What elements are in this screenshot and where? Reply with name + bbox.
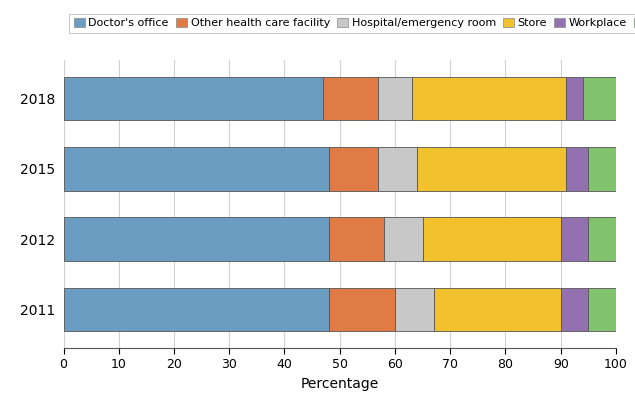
Bar: [566, 147, 588, 191]
Bar: [384, 217, 423, 261]
Bar: [588, 288, 616, 331]
Bar: [417, 147, 566, 191]
Bar: [64, 77, 323, 120]
Bar: [64, 147, 329, 191]
Bar: [588, 147, 616, 191]
Bar: [411, 77, 566, 120]
X-axis label: Percentage: Percentage: [300, 377, 379, 391]
Bar: [378, 147, 417, 191]
Bar: [561, 217, 588, 261]
Bar: [378, 77, 411, 120]
Bar: [434, 288, 561, 331]
Bar: [588, 217, 616, 261]
Bar: [329, 217, 384, 261]
Bar: [64, 217, 329, 261]
Legend: Doctor's office, Other health care facility, Hospital/emergency room, Store, Wor: Doctor's office, Other health care facil…: [69, 14, 635, 33]
Bar: [329, 288, 395, 331]
Bar: [566, 77, 583, 120]
Bar: [583, 77, 616, 120]
Bar: [64, 288, 329, 331]
Bar: [395, 288, 434, 331]
Bar: [323, 77, 378, 120]
Bar: [561, 288, 588, 331]
Bar: [423, 217, 561, 261]
Bar: [329, 147, 378, 191]
